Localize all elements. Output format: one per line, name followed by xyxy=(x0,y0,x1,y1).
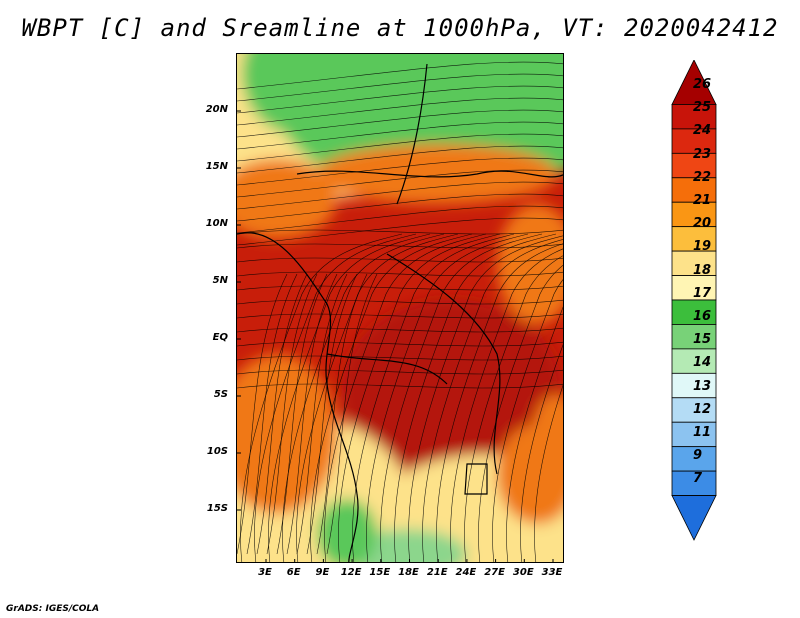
colorbar-swatch-20 xyxy=(671,226,717,252)
lon-label-18e: 18E xyxy=(398,567,419,578)
colorbar-label-15: 15 xyxy=(693,332,712,348)
streamlines xyxy=(237,61,563,562)
colorbar-label-26: 26 xyxy=(693,77,712,92)
colorbar-label-21: 21 xyxy=(693,193,712,208)
colorbar-swatch-18 xyxy=(671,275,717,301)
axis-ticks xyxy=(237,110,554,562)
colorbar-swatch-12 xyxy=(671,421,717,448)
colorbar-swatch-9 xyxy=(671,470,717,496)
colorbar-label-20: 20 xyxy=(693,216,712,232)
colorbar xyxy=(671,60,717,541)
colorbar-label-14: 14 xyxy=(693,355,712,371)
lon-label-27e: 27E xyxy=(484,567,505,578)
colorbar-label-7: 7 xyxy=(693,471,703,487)
colorbar-label-22: 22 xyxy=(693,169,712,185)
colorbar-swatch-25 xyxy=(671,104,717,130)
lat-label-20n: 20N xyxy=(205,104,228,115)
lat-label-15n: 15N xyxy=(205,161,228,172)
lat-label-5n: 5N xyxy=(212,275,228,286)
lat-label-10n: 10N xyxy=(205,218,228,229)
colorbar-swatch-13 xyxy=(671,397,717,423)
colorbar-swatch-7 xyxy=(671,495,717,541)
colorbar-label-12: 12 xyxy=(693,401,712,417)
colorbar-label-23: 23 xyxy=(693,146,712,162)
colorbar-label-17: 17 xyxy=(693,285,712,301)
colorbar-swatch-22 xyxy=(671,177,717,203)
grads-footer: GrADS: IGES/COLA xyxy=(6,604,100,614)
chart-title: WBPT [C] and Sreamline at 1000hPa, VT: 2… xyxy=(21,14,779,42)
lon-label-24e: 24E xyxy=(455,567,477,578)
lon-label-3e: 3E xyxy=(258,567,272,578)
colorbar-swatch-17 xyxy=(671,299,717,325)
lat-label-15s: 15S xyxy=(206,503,228,514)
lon-label-21e: 21E xyxy=(426,567,448,578)
lat-label-eq: EQ xyxy=(212,332,228,343)
colorbar-swatch-21 xyxy=(671,201,717,228)
lon-label-15e: 15E xyxy=(369,567,391,578)
colorbar-label-11: 11 xyxy=(693,425,712,440)
colorbar-label-9: 9 xyxy=(693,448,703,464)
lon-label-33e: 33E xyxy=(541,567,563,578)
colorbar-label-18: 18 xyxy=(693,262,712,278)
colorbar-label-13: 13 xyxy=(693,378,712,394)
lon-label-9e: 9E xyxy=(315,567,330,578)
lon-label-12e: 12E xyxy=(340,567,362,578)
colorbar-label-16: 16 xyxy=(693,309,712,324)
lat-label-5s: 5S xyxy=(213,389,228,400)
lon-label-30e: 30E xyxy=(512,567,534,578)
colorbar-label-24: 24 xyxy=(693,123,712,139)
wbpt-field-map xyxy=(237,54,563,562)
colorbar-swatch-23 xyxy=(671,152,717,179)
lat-label-10s: 10S xyxy=(206,446,228,457)
colorbar-swatch-19 xyxy=(671,250,717,276)
lon-label-6e: 6E xyxy=(286,567,301,578)
colorbar-swatch-14 xyxy=(671,372,717,399)
colorbar-label-19: 19 xyxy=(693,239,712,255)
map-panel xyxy=(236,53,564,563)
colorbar-label-25: 25 xyxy=(693,100,712,116)
colorbar-swatch-24 xyxy=(671,128,717,154)
colorbar-swatch-15 xyxy=(671,348,717,374)
